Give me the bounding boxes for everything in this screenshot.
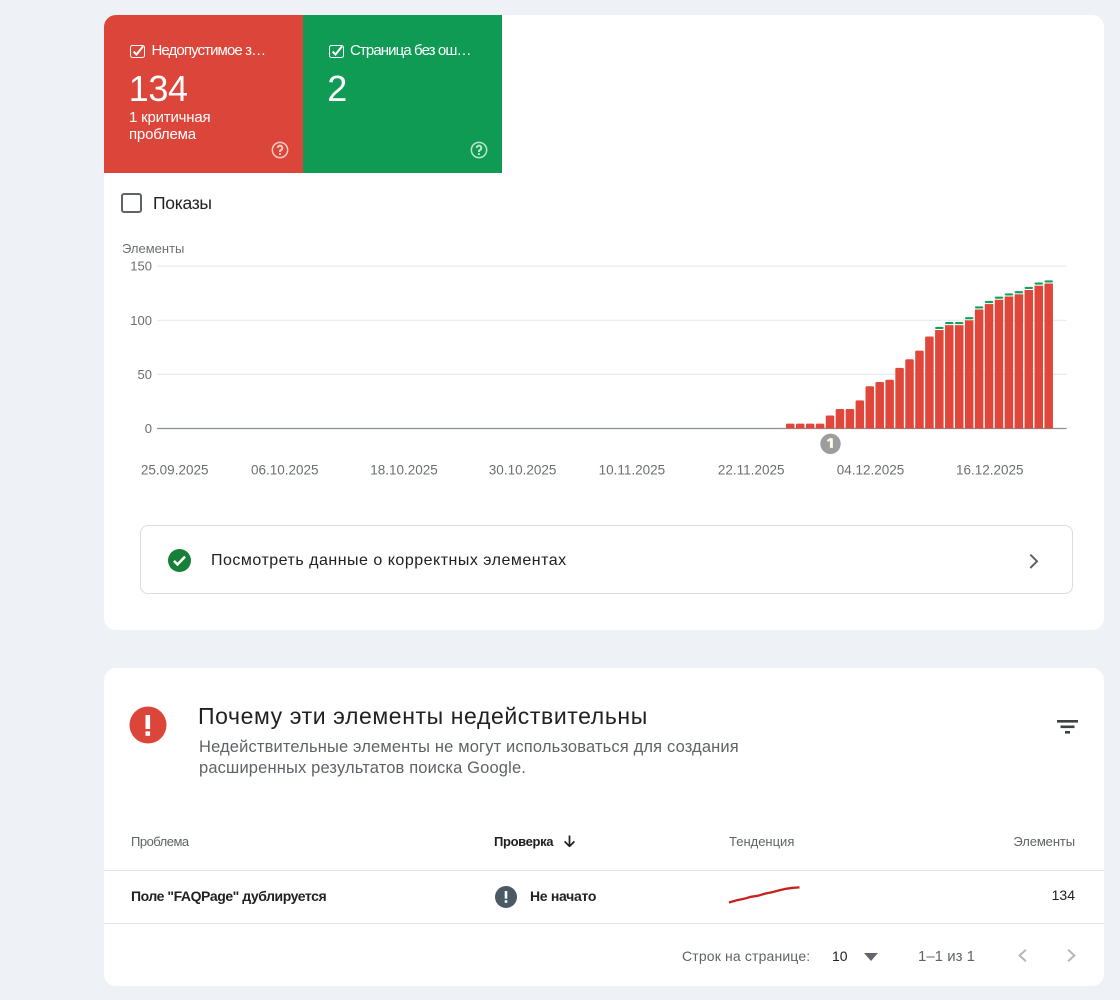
svg-text:16.12.2025: 16.12.2025 (956, 463, 1024, 478)
svg-text:30.10.2025: 30.10.2025 (489, 463, 557, 478)
svg-text:Элементы: Элементы (122, 241, 184, 256)
svg-text:100: 100 (130, 313, 152, 328)
svg-text:04.12.2025: 04.12.2025 (837, 463, 905, 478)
svg-text:18.10.2025: 18.10.2025 (370, 463, 438, 478)
svg-text:10.11.2025: 10.11.2025 (599, 463, 666, 478)
svg-text:50: 50 (138, 367, 152, 382)
svg-text:0: 0 (145, 421, 152, 436)
svg-text:06.10.2025: 06.10.2025 (251, 463, 319, 478)
svg-text:22.11.2025: 22.11.2025 (718, 463, 785, 478)
svg-text:150: 150 (130, 259, 152, 274)
svg-text:25.09.2025: 25.09.2025 (141, 463, 209, 478)
